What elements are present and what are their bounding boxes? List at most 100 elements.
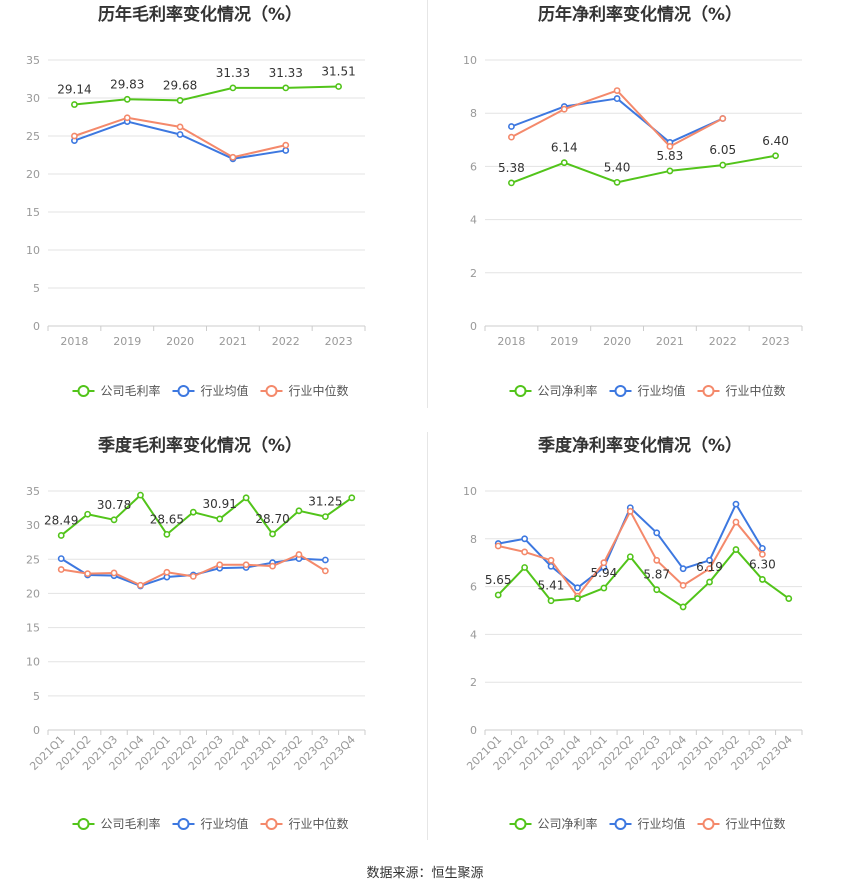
- data-label: 29.83: [110, 77, 144, 91]
- data-point-industry_median: [560, 105, 568, 113]
- data-point-company: [216, 515, 224, 523]
- legend-label: 公司净利率: [538, 816, 598, 831]
- data-label: 5.65: [485, 573, 512, 587]
- data-point-industry_median: [508, 133, 515, 141]
- data-point-industry_avg: [321, 556, 329, 564]
- data-point-company: [84, 510, 92, 518]
- y-tick-label: 5: [33, 282, 40, 295]
- data-point-industry_avg: [57, 555, 65, 563]
- data-point-industry_median: [719, 115, 727, 122]
- legend-marker: [77, 818, 90, 830]
- chart-quarterly-net: 季度净利率变化情况（%）02468102021Q12021Q22021Q3202…: [463, 435, 803, 831]
- data-point-industry_avg: [613, 95, 621, 102]
- data-point-industry_avg: [732, 500, 740, 508]
- data-point-industry_median: [758, 550, 766, 558]
- data-point-company: [560, 159, 568, 167]
- y-tick-label: 25: [26, 130, 40, 143]
- legend-item-company: 公司净利率: [509, 816, 598, 831]
- y-tick-label: 35: [26, 485, 40, 498]
- legend-label: 行业均值: [201, 816, 249, 831]
- data-point-industry_avg: [679, 565, 687, 573]
- data-point-industry_median: [494, 542, 502, 550]
- legend-item-industry_avg: 行业均值: [172, 816, 249, 831]
- data-label: 31.33: [269, 66, 303, 80]
- data-point-industry_avg: [706, 556, 713, 564]
- y-tick-label: 15: [26, 622, 40, 635]
- legend-item-industry_median: 行业中位数: [260, 816, 349, 831]
- data-label: 5.41: [538, 579, 565, 593]
- legend-item-industry_median: 行业中位数: [260, 383, 349, 398]
- data-point-industry_median: [653, 556, 661, 564]
- y-tick-label: 25: [26, 553, 40, 566]
- data-point-industry_median: [189, 572, 197, 580]
- data-label: 30.91: [203, 497, 237, 511]
- y-tick-label: 8: [470, 533, 477, 546]
- legend-marker: [702, 818, 715, 830]
- x-tick-label: 2019: [113, 335, 141, 348]
- x-tick-label: 2018: [60, 335, 88, 348]
- data-point-company: [626, 553, 634, 561]
- data-point-industry_median: [666, 143, 674, 150]
- series-line-company: [511, 154, 776, 184]
- series-line-company: [74, 85, 339, 106]
- legend-label: 公司毛利率: [101, 816, 161, 831]
- data-label: 29.14: [57, 83, 91, 97]
- data-label: 28.70: [255, 512, 289, 526]
- data-point-company: [123, 95, 131, 103]
- data-point-company: [229, 84, 237, 92]
- legend-marker: [614, 385, 627, 397]
- legend-marker: [77, 385, 90, 397]
- data-point-company: [719, 161, 727, 169]
- data-point-industry_median: [242, 561, 250, 569]
- y-tick-label: 20: [26, 168, 40, 181]
- y-tick-label: 10: [463, 54, 477, 67]
- data-point-industry_median: [732, 518, 740, 526]
- y-tick-label: 0: [33, 320, 40, 333]
- data-point-industry_median: [84, 570, 92, 578]
- data-point-industry_median: [137, 581, 144, 589]
- legend-label: 行业中位数: [726, 383, 786, 398]
- legend-item-company: 公司净利率: [509, 383, 598, 398]
- legend-label: 行业均值: [638, 383, 686, 398]
- data-label: 6.40: [762, 134, 789, 148]
- x-tick-label: 2022: [709, 335, 737, 348]
- data-label: 30.78: [97, 498, 131, 512]
- data-point-company: [57, 532, 65, 539]
- data-point-industry_median: [176, 123, 184, 131]
- legend-item-industry_median: 行业中位数: [697, 383, 786, 398]
- data-point-industry_median: [110, 569, 118, 577]
- data-point-company: [494, 591, 502, 599]
- vertical-divider-top: [427, 0, 428, 408]
- x-tick-label: 2018: [497, 335, 525, 348]
- data-point-industry_median: [282, 141, 290, 149]
- data-point-industry_avg: [758, 544, 766, 552]
- data-point-industry_median: [521, 548, 529, 556]
- data-source-note: 数据来源：恒生聚源: [366, 866, 484, 881]
- data-point-company: [679, 603, 687, 611]
- data-label: 28.65: [150, 512, 184, 526]
- data-point-company: [666, 167, 674, 175]
- series-line-company: [60, 494, 353, 537]
- data-point-company: [189, 508, 197, 516]
- data-point-industry_median: [216, 561, 224, 569]
- legend-item-company: 公司毛利率: [72, 383, 161, 398]
- data-point-company: [613, 178, 621, 186]
- y-tick-label: 2: [470, 676, 477, 689]
- legend-marker: [265, 818, 278, 830]
- data-point-company: [71, 101, 78, 108]
- y-tick-label: 4: [470, 214, 477, 227]
- data-label: 31.25: [308, 495, 342, 509]
- data-point-industry_median: [163, 568, 171, 576]
- data-label: 5.38: [498, 161, 525, 175]
- y-tick-label: 5: [33, 690, 40, 703]
- chart-title: 季度毛利率变化情况（%）: [98, 435, 302, 456]
- legend-item-industry_avg: 行业均值: [609, 816, 686, 831]
- data-point-company: [547, 597, 555, 605]
- data-point-company: [163, 530, 171, 538]
- chart-quarterly-gross: 季度毛利率变化情况（%）051015202530352021Q12021Q220…: [26, 435, 366, 831]
- data-point-company: [732, 546, 740, 553]
- data-point-company: [600, 584, 608, 592]
- legend-label: 公司净利率: [538, 383, 598, 398]
- y-tick-label: 30: [26, 92, 40, 105]
- data-point-company: [242, 494, 250, 502]
